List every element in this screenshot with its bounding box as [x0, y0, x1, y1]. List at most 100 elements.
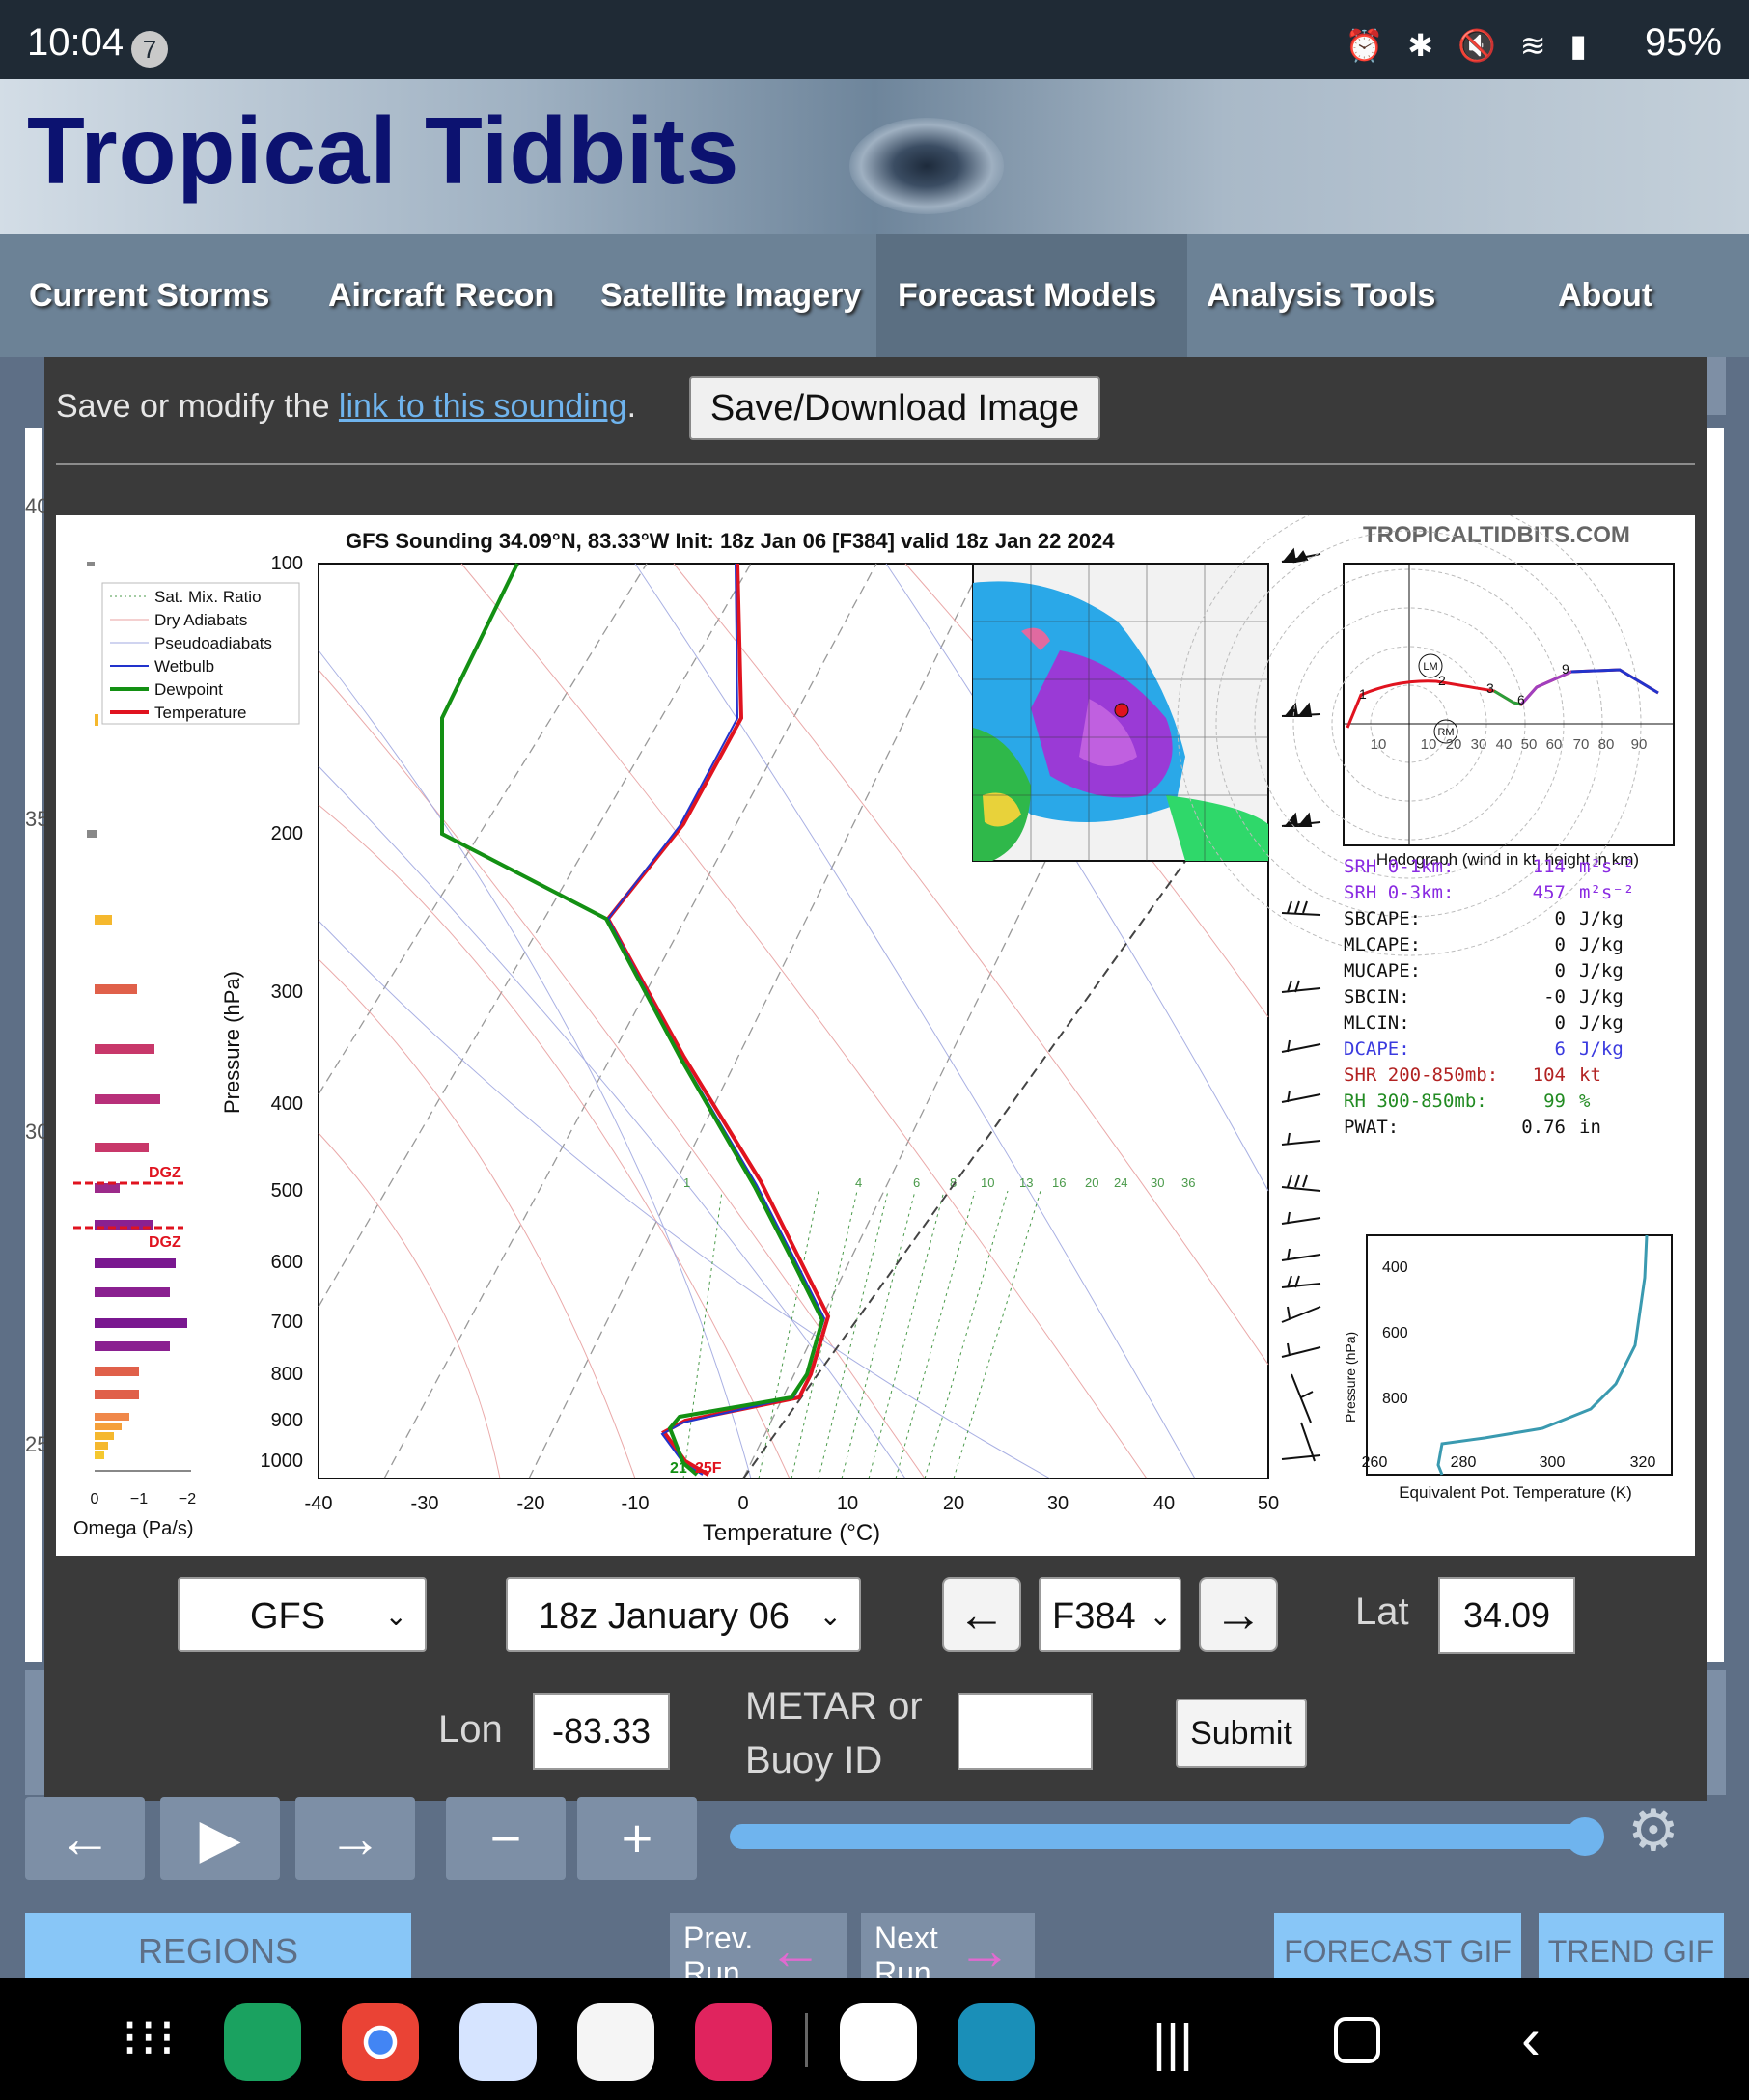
status-bar: 10:04 7 ⏰ ✱ 🔇 ≋ ▮ 95% — [0, 0, 1749, 79]
stat-unit: J/kg — [1579, 908, 1624, 929]
save-text-prefix: Save or modify the — [56, 388, 339, 425]
forecast-hour-select[interactable]: F384 ⌄ — [1039, 1577, 1181, 1652]
pressure-tick: 400 — [271, 1093, 303, 1115]
page-prev-frame-button[interactable]: ← — [25, 1797, 145, 1880]
save-download-image-button[interactable]: Save/Download Image — [689, 376, 1100, 440]
mix-ratio-label: 30 — [1151, 1175, 1164, 1190]
page-zoom-out-button[interactable]: − — [446, 1797, 566, 1880]
calendar-app-icon[interactable] — [958, 2003, 1035, 2081]
metar-label-line1: METAR or — [745, 1685, 923, 1727]
stat-label: MLCAPE: — [1344, 934, 1421, 955]
theta-ytick: 800 — [1382, 1391, 1408, 1407]
nav-about[interactable]: About — [1558, 277, 1653, 314]
nav-aircraft-recon[interactable]: Aircraft Recon — [328, 277, 555, 314]
stat-label: RH 300-850mb: — [1344, 1091, 1487, 1112]
theta-xtick: 260 — [1362, 1454, 1388, 1471]
regions-button[interactable]: REGIONS — [25, 1913, 411, 1978]
play-store-app-icon[interactable] — [577, 2003, 654, 2081]
stat-value: 99 — [1543, 1091, 1566, 1112]
temp-tick: -20 — [517, 1493, 545, 1514]
app-drawer-icon[interactable]: ⁝⁝⁝ — [122, 2009, 178, 2067]
mix-ratio-label: 16 — [1052, 1175, 1066, 1190]
mix-ratio-label: 1 — [683, 1175, 690, 1190]
surface-temp-label: 25F — [695, 1460, 722, 1477]
hodo-tick: 90 — [1631, 736, 1648, 753]
arrow-right-icon: → — [1214, 1588, 1263, 1642]
temp-tick: -40 — [305, 1493, 333, 1514]
page-play-button[interactable]: ▶ — [160, 1797, 280, 1880]
nav-current-storms[interactable]: Current Storms — [29, 277, 270, 314]
stat-label: MLCIN: — [1344, 1012, 1410, 1034]
forecast-hour-value: F384 — [1052, 1596, 1136, 1637]
omega-tick: 0 — [91, 1491, 99, 1507]
page-map-edge-right — [1707, 428, 1724, 1662]
google-app-icon[interactable] — [840, 2003, 917, 2081]
site-logo[interactable]: Tropical Tidbits — [27, 97, 740, 204]
legend-item: Wetbulb — [154, 657, 214, 676]
next-hour-button[interactable]: → — [1199, 1577, 1278, 1652]
chrome-app-icon[interactable] — [342, 2003, 419, 2081]
settings-gear-icon[interactable]: ⚙ — [1627, 1798, 1680, 1863]
nav-satellite-imagery[interactable]: Satellite Imagery — [600, 277, 862, 314]
dewpoint-trace — [440, 563, 825, 1477]
lat-input[interactable]: 34.09 — [1438, 1577, 1575, 1654]
messages-app-icon[interactable] — [459, 2003, 537, 2081]
sounding-brand: TROPICALTIDBITS.COM — [1363, 522, 1630, 548]
dgz-label: DGZ — [149, 1165, 181, 1181]
legend-item: Dry Adiabats — [154, 611, 247, 629]
sounding-permalink[interactable]: link to this sounding — [338, 388, 627, 425]
forecast-gif-button[interactable]: FORECAST GIF — [1274, 1913, 1521, 1978]
theta-xtick: 320 — [1630, 1454, 1656, 1471]
pressure-tick: 300 — [271, 981, 303, 1003]
hurricane-eye-image — [849, 118, 1004, 214]
next-run-button[interactable]: Next Run → — [861, 1913, 1035, 1978]
hodo-tick: 20 — [1446, 736, 1462, 753]
theta-ytick: 400 — [1382, 1259, 1408, 1276]
nav-forecast-models[interactable]: Forecast Models — [876, 234, 1187, 357]
metar-buoy-input[interactable] — [958, 1693, 1093, 1770]
stat-value: -0 — [1543, 986, 1566, 1008]
lon-input[interactable]: -83.33 — [533, 1693, 670, 1770]
init-time-select[interactable]: 18z January 06 ⌄ — [506, 1577, 861, 1652]
theta-xtick: 300 — [1540, 1454, 1566, 1471]
page-zoom-in-button[interactable]: + — [577, 1797, 697, 1880]
legend-item: Pseudoadiabats — [154, 634, 272, 652]
page-map-edge-left — [25, 428, 42, 1662]
chevron-down-icon: ⌄ — [384, 1601, 407, 1631]
arrow-left-icon: ← — [958, 1588, 1006, 1642]
nav-analysis-tools[interactable]: Analysis Tools — [1207, 277, 1436, 314]
stat-value: 114 — [1533, 856, 1566, 877]
trend-gif-button[interactable]: TREND GIF — [1539, 1913, 1724, 1978]
stat-label: SRH 0-1km: — [1344, 856, 1454, 877]
theta-x-label: Equivalent Pot. Temperature (K) — [1399, 1483, 1632, 1502]
home-icon[interactable] — [1334, 2017, 1380, 2063]
lat-label: Lat — [1355, 1590, 1409, 1633]
animation-slider-thumb[interactable] — [1566, 1817, 1604, 1856]
main-nav: Current Storms Aircraft Recon Satellite … — [0, 234, 1749, 357]
x-axis-label: Temperature (°C) — [703, 1520, 880, 1546]
arrow-left-icon: ← — [58, 1808, 112, 1868]
hodo-tick: 80 — [1598, 736, 1615, 753]
page-next-frame-button[interactable]: → — [295, 1797, 415, 1880]
temp-tick: 50 — [1258, 1493, 1279, 1514]
submit-button[interactable]: Submit — [1176, 1699, 1307, 1768]
model-select[interactable]: GFS ⌄ — [178, 1577, 427, 1652]
pressure-tick: 800 — [271, 1364, 303, 1385]
phone-app-icon[interactable] — [224, 2003, 301, 2081]
sounding-title: GFS Sounding 34.09°N, 83.33°W Init: 18z … — [346, 529, 1115, 553]
back-icon[interactable]: ‹ — [1521, 2006, 1541, 2071]
mix-ratio-label: 24 — [1114, 1175, 1127, 1190]
animation-slider[interactable] — [730, 1824, 1583, 1849]
stat-unit: % — [1579, 1091, 1591, 1112]
mix-ratio-label: 10 — [981, 1175, 994, 1190]
plus-icon: + — [621, 1808, 653, 1868]
previous-hour-button[interactable]: ← — [942, 1577, 1021, 1652]
recent-apps-icon[interactable]: ||| — [1152, 2014, 1194, 2072]
stat-label: SRH 0-3km: — [1344, 882, 1454, 903]
divider — [56, 463, 1695, 465]
camera-app-icon[interactable] — [695, 2003, 772, 2081]
temp-tick: 40 — [1153, 1493, 1175, 1514]
temp-tick: -30 — [411, 1493, 439, 1514]
temp-tick: 20 — [943, 1493, 964, 1514]
prev-run-button[interactable]: Prev. Run ← — [670, 1913, 847, 1978]
